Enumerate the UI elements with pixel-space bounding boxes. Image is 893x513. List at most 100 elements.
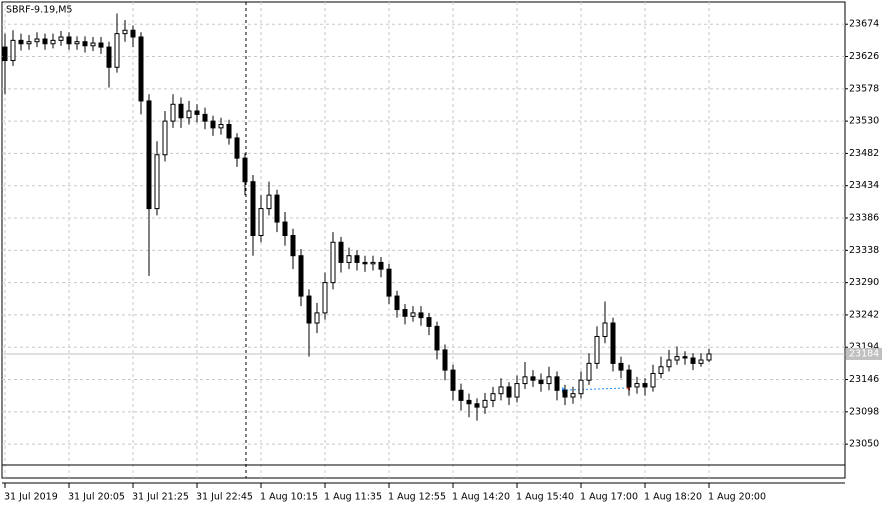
candle-body [602,322,608,337]
candle-body [106,46,112,68]
candle-body [594,335,600,364]
candle-body [642,383,648,388]
x-tick-label: 1 Aug 12:55 [388,492,446,503]
candle-body [330,241,336,284]
candle-body [418,312,424,319]
y-tick-label: 23146 [849,374,879,385]
candle-body [298,255,304,297]
candle [122,20,128,42]
candle [490,386,496,408]
candle [466,393,472,418]
candle-body [530,376,536,381]
candle [442,344,448,381]
candle [634,376,640,394]
candle [290,228,296,270]
candle [82,36,88,53]
last-price-box [846,347,882,360]
candle [50,33,56,49]
candle-body [402,309,408,317]
candle [138,32,144,115]
candle [170,94,176,128]
candle-body [442,349,448,371]
candle [666,349,672,372]
candle-body [346,255,352,263]
candle [674,346,680,365]
candle-body [202,113,208,122]
y-tick-label: 23242 [849,309,879,320]
y-tick-label: 23626 [849,51,879,62]
candle-body [138,36,144,102]
candle [530,370,536,387]
candle-body [570,393,576,398]
x-tick-label: 1 Aug 17:00 [580,492,638,503]
candle [146,94,152,276]
candle [2,33,8,95]
candle [362,255,368,272]
candle [610,317,616,372]
candle-body [626,369,632,388]
candle-body [98,42,104,48]
candle-body [154,154,160,210]
candle-body [466,399,472,405]
candle-body [314,312,320,324]
candle [306,289,312,357]
candle [386,263,392,305]
candle [90,36,96,52]
candle-body [186,110,192,119]
candle [498,378,504,401]
candle [330,232,336,290]
candle-body [50,39,56,45]
candle [426,312,432,336]
candle-body [634,383,640,388]
candle-body [354,255,360,263]
candle [546,366,552,391]
candle [586,353,592,385]
candle-body [178,103,184,119]
y-tick-label: 23098 [849,406,879,417]
y-tick-label: 23482 [849,148,879,159]
candle-body [706,353,712,361]
candle [682,351,688,365]
candle-body [554,376,560,391]
candle-body [274,194,280,223]
candle-body [506,386,512,398]
candle [74,36,80,50]
candle-body [130,29,136,38]
candle [186,100,192,125]
candle [250,174,256,256]
candle [474,398,480,421]
x-tick-label: 1 Aug 15:40 [516,492,574,503]
candle-body [282,221,288,237]
candle-body [338,241,344,263]
candle-body [226,123,232,139]
candle-body [410,312,416,317]
candle-body [370,261,376,265]
candle [58,30,64,46]
y-tick-label: 23434 [849,180,879,191]
candle [314,302,320,334]
x-tick-label: 31 Jul 2019 [4,492,58,503]
y-tick-label: 23530 [849,116,879,127]
candle-body [58,36,64,41]
candle [282,211,288,246]
x-tick-label: 31 Jul 20:05 [68,492,125,503]
chart-title: SBRF-9.19,M5 [6,5,72,16]
candle-body [362,261,368,265]
candle [34,32,40,48]
candle [130,25,136,48]
candle [562,384,568,406]
candle [338,236,344,273]
candle-body [114,33,120,68]
candle [602,301,608,344]
candle-body [690,357,696,364]
candle [514,375,520,403]
candle-body [450,369,456,391]
candle-body [514,383,520,398]
candle-body [674,356,680,361]
candle [26,34,32,50]
candle [258,195,264,243]
candle [538,373,544,392]
candle-body [210,120,216,129]
candle [658,356,664,379]
candle [346,247,352,270]
